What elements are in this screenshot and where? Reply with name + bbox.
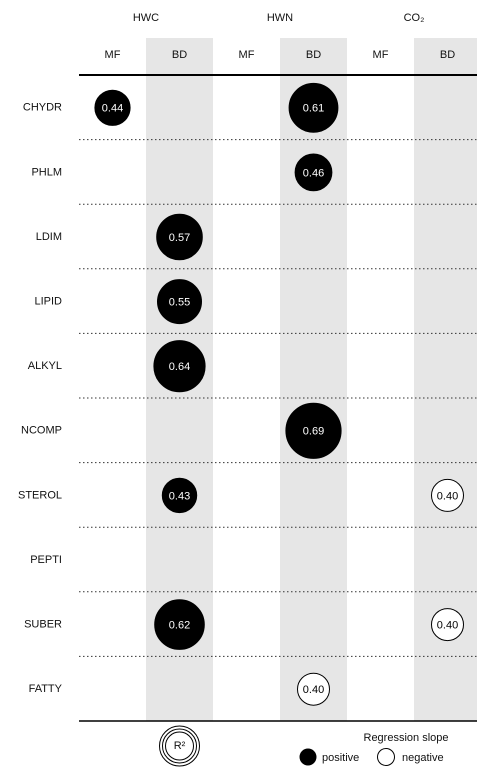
bubble: [297, 672, 330, 706]
bubble-label: 0.57: [169, 232, 190, 244]
bubble: [294, 153, 333, 192]
row-label: PHLM: [31, 166, 62, 178]
bubble-label: 0.69: [303, 426, 324, 438]
legend-negative: negative: [402, 752, 444, 764]
legend-positive: positive: [322, 752, 359, 764]
bubble-label: 0.46: [303, 167, 324, 179]
bubble-label: 0.61: [303, 103, 324, 115]
group-label: HWN: [267, 12, 293, 24]
row-label: NCOMP: [21, 425, 62, 437]
bubble-label: 0.40: [437, 620, 458, 632]
bubble-label: 0.64: [169, 361, 190, 373]
legend-title: Regression slope: [364, 732, 449, 744]
row-label: FATTY: [29, 683, 63, 695]
column-label: BD: [306, 49, 321, 61]
legend-positive-swatch: [299, 748, 317, 766]
bubble-label: 0.43: [169, 490, 190, 502]
bubble-label: 0.55: [169, 297, 190, 309]
bubble-label: 0.62: [169, 620, 190, 632]
row-label: STEROL: [18, 489, 62, 501]
column-shade: [414, 38, 477, 721]
bubble: [153, 340, 206, 393]
legend-size-label: R²: [174, 740, 186, 752]
row-label: LIPID: [34, 296, 62, 308]
bubble-label: 0.40: [303, 684, 324, 696]
column-label: MF: [373, 49, 389, 61]
column-label: BD: [440, 49, 455, 61]
row-label: SUBER: [24, 619, 62, 631]
bubble: [285, 402, 342, 459]
bubble: [157, 279, 202, 325]
row-label: LDIM: [36, 231, 62, 243]
group-label: CO₂: [404, 12, 425, 24]
bubble: [288, 82, 339, 133]
background: [146, 38, 477, 721]
bubble: [431, 478, 464, 512]
legend-size-ring: [165, 731, 194, 761]
bubble-label: 0.44: [102, 103, 123, 115]
column-shade: [280, 38, 347, 721]
bubble-label: 0.40: [437, 490, 458, 502]
bubble: [431, 608, 464, 642]
row-label: CHYDR: [23, 102, 62, 114]
column-label: BD: [172, 49, 187, 61]
plot: MF BD MF BD MF BD HWC HWN CO₂ CHYDR 0.44 0.61 PHLM 0.…: [18, 12, 477, 767]
bubble: [154, 599, 205, 650]
bubble: [156, 213, 203, 261]
bubble: [161, 477, 198, 514]
group-label: HWC: [133, 12, 159, 24]
row-label: PEPTI: [30, 554, 62, 566]
row-label: ALKYL: [28, 360, 62, 372]
legend-negative-swatch: [377, 748, 395, 766]
column-label: MF: [239, 49, 255, 61]
bubble: [94, 89, 131, 126]
column-label: MF: [105, 49, 121, 61]
